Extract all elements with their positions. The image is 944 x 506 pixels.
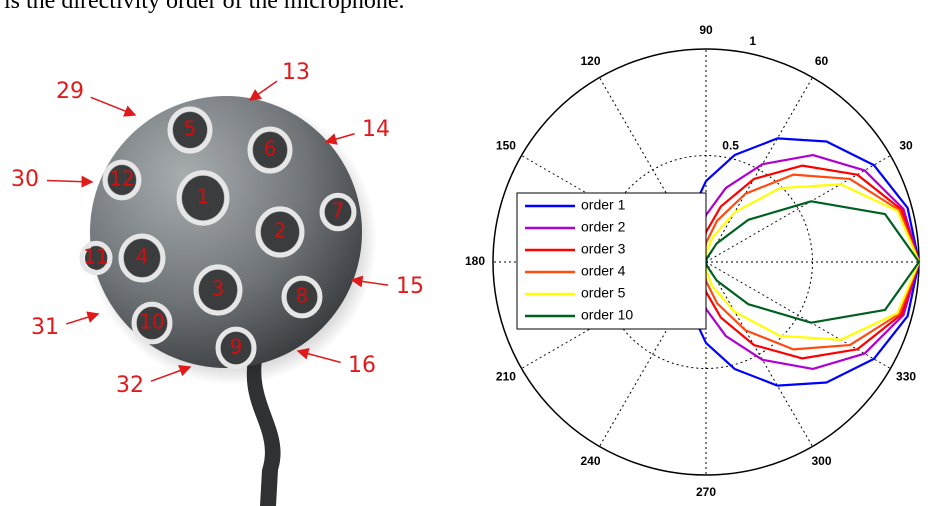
radial-tick-label: 1	[749, 34, 756, 48]
capsule-number: 12	[109, 167, 134, 191]
capsule-number: 7	[332, 199, 345, 223]
capsule-number: 4	[136, 245, 149, 269]
capsule-number: 8	[296, 284, 309, 308]
capsule-number: 5	[184, 117, 197, 141]
legend-label: order 1	[581, 197, 626, 213]
callout-arrow	[66, 314, 98, 324]
angle-grid-line	[706, 156, 890, 263]
sphere	[90, 96, 362, 368]
page: is the directivity order of the micropho…	[0, 0, 944, 506]
callout-arrow	[91, 97, 135, 115]
radial-tick-label: 0.5	[722, 138, 739, 152]
legend-label: order 10	[581, 307, 633, 323]
legend-label: order 4	[581, 263, 626, 279]
angle-grid-line	[706, 78, 813, 262]
angle-tick-label: 30	[899, 139, 913, 153]
callout-arrow	[47, 180, 92, 182]
angle-tick-label: 90	[699, 23, 713, 37]
callout-label: 14	[362, 117, 390, 142]
caption: is the directivity order of the micropho…	[4, 0, 405, 14]
capsule-number: 11	[83, 245, 108, 269]
capsule-number: 3	[212, 277, 225, 301]
callout-label: 15	[396, 274, 424, 299]
capsule-number: 10	[139, 310, 164, 334]
capsule-number: 1	[197, 185, 210, 209]
polar-chart: 30 60 90 120 150 180 210 240 270 300 330 0.5 1 order …	[465, 23, 919, 499]
angle-tick-label: 210	[496, 370, 516, 384]
angle-tick-label: 180	[465, 254, 485, 268]
callout-label: 31	[31, 315, 59, 340]
capsule-number: 6	[264, 137, 277, 161]
callout-label: 29	[56, 79, 84, 104]
angle-tick-label: 120	[580, 54, 600, 68]
angle-tick-label: 300	[811, 454, 831, 468]
legend-label: order 5	[581, 285, 626, 301]
angle-tick-label: 240	[580, 454, 600, 468]
legend-label: order 2	[581, 219, 626, 235]
callout-label: 32	[116, 373, 144, 398]
angle-tick-label: 330	[896, 370, 916, 384]
angle-tick-label: 150	[496, 139, 516, 153]
capsule-number: 9	[230, 335, 243, 359]
angle-tick-label: 270	[696, 485, 716, 499]
callout-arrow	[250, 81, 277, 100]
angle-tick-label: 60	[815, 54, 829, 68]
legend-label: order 3	[581, 241, 626, 257]
callout-label: 16	[348, 353, 376, 378]
callout-label: 30	[11, 167, 39, 192]
callout-label: 13	[282, 60, 310, 85]
capsule-number: 2	[274, 219, 287, 243]
